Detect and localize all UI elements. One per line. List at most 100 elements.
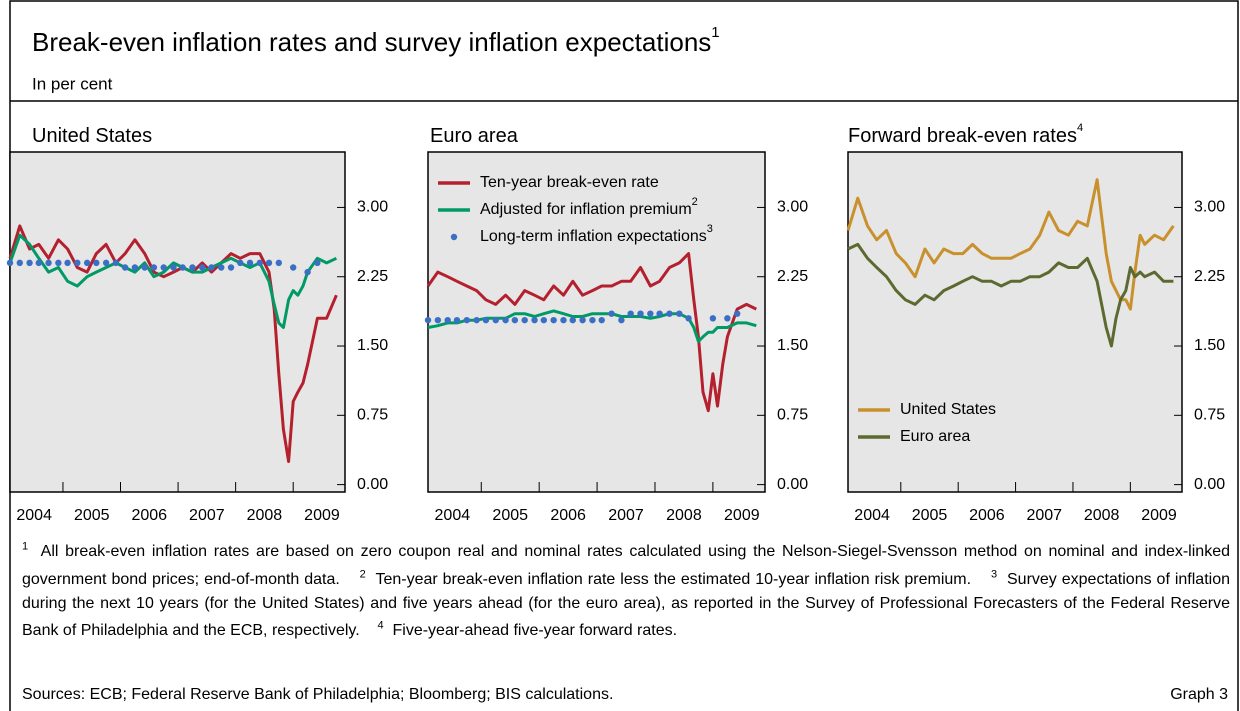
- footnote: 2 Ten-year break-even inflation rate les…: [345, 568, 972, 589]
- data-point: [511, 316, 519, 324]
- footnote-mark: 2: [359, 568, 366, 581]
- data-point: [102, 259, 110, 267]
- data-point: [444, 316, 451, 324]
- data-point: [579, 316, 586, 324]
- plot-area: [847, 151, 1183, 493]
- data-point: [74, 259, 81, 267]
- panel-title: Forward break-even rates4: [848, 122, 1083, 147]
- data-point: [647, 310, 654, 317]
- data-point: [550, 316, 557, 324]
- data-point: [709, 315, 717, 322]
- data-point: [227, 264, 235, 271]
- data-point: [16, 259, 23, 267]
- data-point: [199, 264, 206, 271]
- panel-title: United States: [32, 125, 152, 147]
- title-note: 1: [711, 24, 719, 41]
- legend-entry: Adjusted for inflation premium2: [480, 196, 698, 218]
- data-point: [724, 315, 731, 322]
- legend-entry: Long-term inflation expectations3: [480, 223, 713, 245]
- y-tick-label: 0.75: [777, 407, 808, 424]
- data-point: [637, 310, 644, 317]
- data-point: [521, 316, 528, 324]
- data-point: [598, 316, 605, 324]
- y-tick-label: 1.50: [357, 337, 388, 354]
- data-point: [463, 316, 470, 324]
- data-point: [666, 310, 673, 317]
- x-tick-label: 2005: [74, 507, 110, 524]
- x-tick-label: 2009: [724, 507, 760, 524]
- data-line: [846, 178, 1175, 311]
- data-point: [150, 264, 158, 271]
- y-tick-label: 1.50: [777, 337, 808, 354]
- x-tick-label: 2004: [16, 507, 52, 524]
- subtitle: In per cent: [32, 74, 113, 93]
- legend-label: Ten-year break-even rate: [480, 174, 659, 191]
- data-point: [35, 259, 42, 267]
- data-point: [560, 316, 567, 324]
- x-tick-label: 2005: [912, 507, 948, 524]
- data-point: [275, 259, 283, 267]
- data-point: [121, 264, 129, 271]
- legend-label: United States: [900, 401, 996, 418]
- footnote-text: All break-even inflation rates are based…: [22, 543, 1230, 589]
- y-tick-label: 0.75: [1194, 407, 1225, 424]
- data-line: [847, 242, 1174, 348]
- x-tick-label: 2008: [1084, 507, 1120, 524]
- data-point: [304, 268, 311, 276]
- data-point: [734, 310, 741, 317]
- footnote-text: Five-year-ahead five-year forward rates.: [392, 622, 678, 640]
- plot-area: [9, 151, 346, 493]
- legend-swatch: [450, 233, 458, 241]
- data-point: [256, 259, 264, 267]
- data-point: [314, 259, 321, 267]
- panel-title-text: Euro area: [430, 125, 519, 147]
- footnote: 3 Survey expectations of inflation durin…: [22, 568, 1230, 640]
- x-tick-label: 2009: [1141, 507, 1177, 524]
- y-tick-label: 0.00: [777, 476, 808, 493]
- title-text: Break-even inflation rates and survey in…: [32, 27, 711, 57]
- x-tick-label: 2006: [131, 507, 167, 524]
- data-point: [531, 316, 538, 324]
- y-tick-label: 3.00: [1194, 199, 1225, 216]
- data-point: [208, 264, 215, 271]
- data-point: [589, 316, 596, 324]
- data-point: [540, 316, 548, 324]
- panel-title-text: Forward break-even rates: [848, 125, 1077, 147]
- data-point: [6, 259, 14, 267]
- data-point: [453, 316, 461, 324]
- panel-title: Euro area: [430, 125, 519, 147]
- data-point: [160, 264, 167, 271]
- data-point: [502, 316, 509, 324]
- y-tick-label: 0.00: [357, 476, 388, 493]
- x-tick-label: 2004: [435, 507, 471, 524]
- footnote: 4 Five-year-ahead five-year forward rate…: [364, 620, 678, 640]
- footnote-text: Ten-year break-even inflation rate less …: [375, 571, 972, 589]
- data-point: [492, 316, 499, 324]
- x-tick-label: 2007: [1026, 507, 1062, 524]
- data-point: [83, 259, 91, 267]
- data-point: [424, 316, 432, 324]
- y-tick-label: 2.25: [1194, 268, 1225, 285]
- legend-label: Long-term inflation expectations: [480, 228, 707, 245]
- data-point: [434, 316, 442, 324]
- panel: Euro area 0.00 0.75 1.50 2.25 3.00 2004 2005 200…: [424, 125, 808, 524]
- data-point: [112, 259, 120, 267]
- data-point: [569, 316, 576, 324]
- x-tick-label: 2008: [666, 507, 702, 524]
- data-point: [246, 259, 254, 267]
- data-point: [93, 259, 100, 267]
- legend-label: Euro area: [900, 428, 970, 445]
- legend-entry: United States: [900, 401, 996, 418]
- legend-entry: Ten-year break-even rate: [480, 174, 659, 191]
- x-tick-label: 2005: [492, 507, 528, 524]
- data-point: [64, 259, 71, 267]
- footnote-mark: 3: [990, 568, 998, 581]
- data-point: [237, 259, 244, 267]
- data-point: [189, 264, 196, 271]
- data-point: [218, 264, 225, 271]
- legend-note: 2: [692, 196, 698, 208]
- data-point: [179, 264, 186, 271]
- data-point: [473, 316, 480, 324]
- data-point: [141, 264, 148, 271]
